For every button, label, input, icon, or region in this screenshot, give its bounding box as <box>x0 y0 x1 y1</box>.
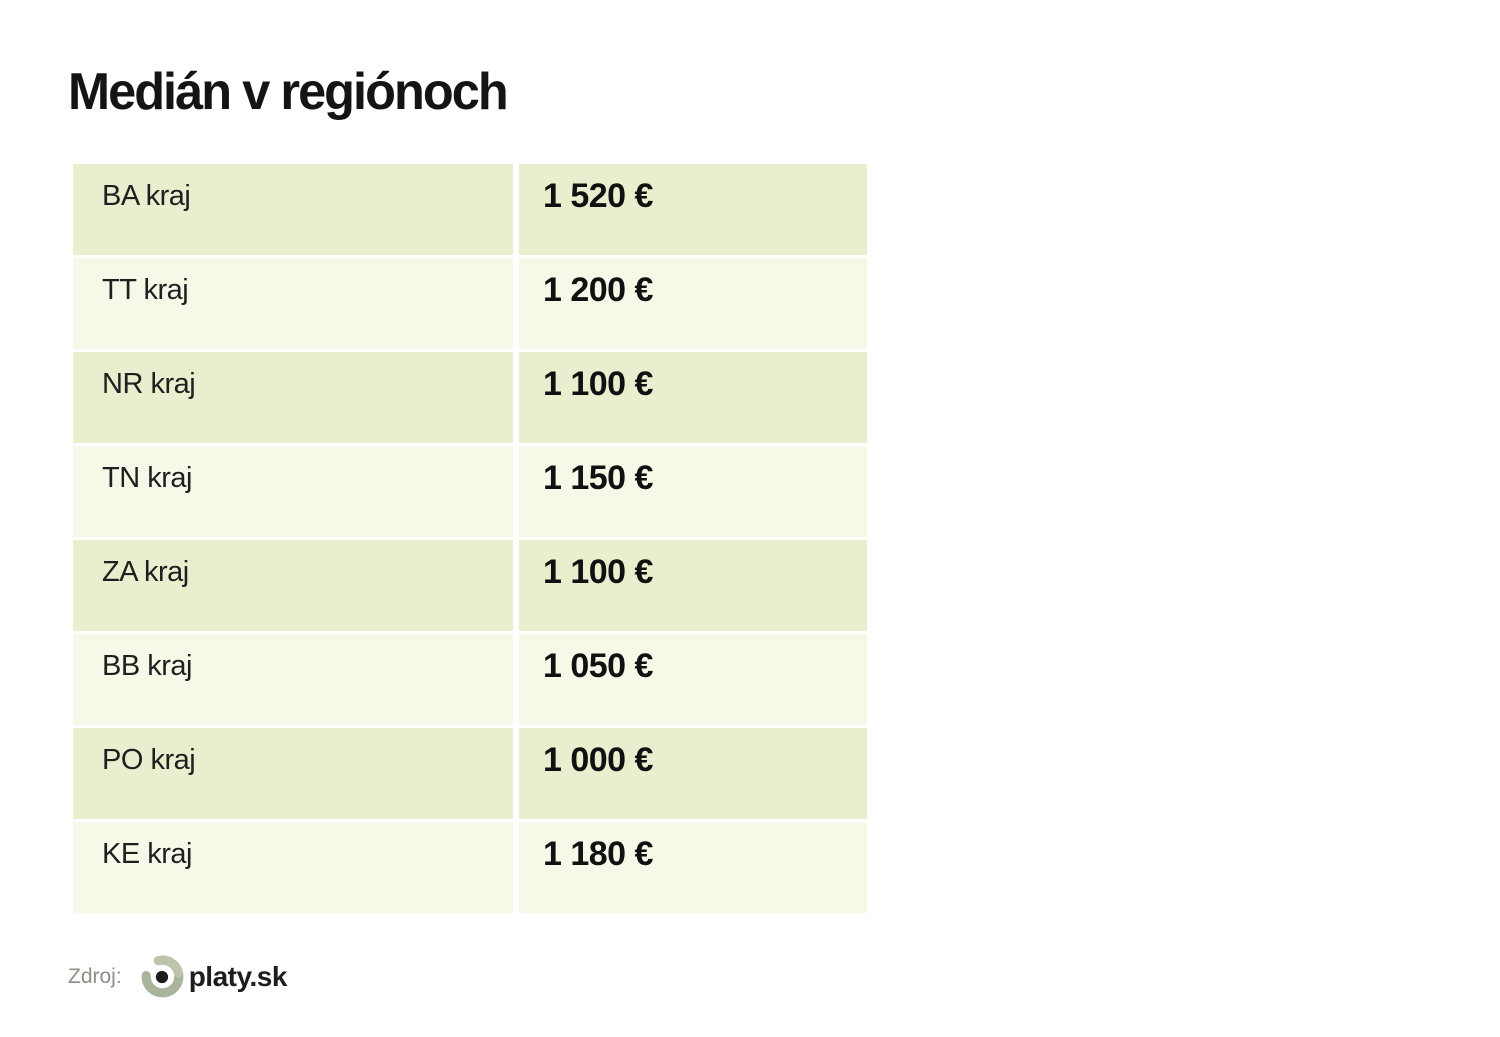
median-value: 1 180 € <box>519 822 867 913</box>
table-row: PO kraj 1 000 € <box>73 728 867 819</box>
median-value: 1 150 € <box>519 446 867 537</box>
page-title: Medián v regiónoch <box>68 63 509 121</box>
median-value: 1 200 € <box>519 258 867 349</box>
median-value: 1 100 € <box>519 540 867 631</box>
region-label: TN kraj <box>73 446 513 537</box>
table-row: KE kraj 1 180 € <box>73 822 867 913</box>
region-label: TT kraj <box>73 258 513 349</box>
median-value: 1 000 € <box>519 728 867 819</box>
platy-swirl-icon <box>138 952 187 1001</box>
median-value: 1 520 € <box>519 164 867 255</box>
region-median-table: BA kraj 1 520 € TT kraj 1 200 € NR kraj … <box>73 164 867 913</box>
region-label: PO kraj <box>73 728 513 819</box>
median-value: 1 050 € <box>519 634 867 725</box>
region-label: KE kraj <box>73 822 513 913</box>
table-row: BB kraj 1 050 € <box>73 634 867 725</box>
region-label: BA kraj <box>73 164 513 255</box>
table-row: BA kraj 1 520 € <box>73 164 867 255</box>
median-value: 1 100 € <box>519 352 867 443</box>
source-footer: Zdroj: platy.sk <box>68 952 287 1001</box>
source-label: Zdroj: <box>68 964 122 988</box>
table-row: ZA kraj 1 100 € <box>73 540 867 631</box>
region-label: ZA kraj <box>73 540 513 631</box>
region-label: BB kraj <box>73 634 513 725</box>
brand-name: platy.sk <box>188 960 288 992</box>
table-row: TT kraj 1 200 € <box>73 258 867 349</box>
region-label: NR kraj <box>73 352 513 443</box>
table-row: TN kraj 1 150 € <box>73 446 867 537</box>
table-row: NR kraj 1 100 € <box>73 352 867 443</box>
